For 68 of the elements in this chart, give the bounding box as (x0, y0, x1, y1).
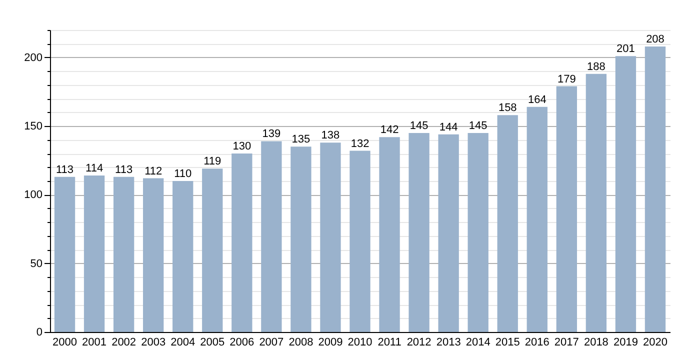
x-tick-label: 2015 (495, 336, 520, 348)
y-tick-label: 100 (24, 189, 42, 202)
bar (586, 74, 607, 332)
bar (350, 150, 370, 332)
x-tick-label: 2009 (318, 336, 343, 348)
data-label: 142 (380, 124, 399, 136)
bar (408, 132, 430, 332)
x-tick-label: 2019 (613, 336, 638, 348)
x-tick-label: 2016 (524, 336, 550, 348)
y-tick-label: 150 (24, 120, 42, 133)
data-label: 179 (557, 73, 576, 86)
data-label: 114 (86, 162, 104, 175)
x-tick-label: 2006 (230, 336, 254, 348)
x-tick-label: 2003 (141, 336, 166, 348)
x-tick-label: 2007 (259, 336, 284, 348)
x-tick-label: 2005 (200, 336, 225, 348)
data-label: 145 (468, 120, 488, 132)
bar (113, 176, 134, 332)
bar (232, 154, 252, 332)
data-label: 208 (646, 33, 664, 46)
x-tick-label: 2001 (82, 336, 107, 348)
x-tick-label: 2011 (378, 336, 402, 348)
x-tick-label: 2014 (466, 336, 490, 348)
bar (497, 115, 518, 332)
bar (202, 168, 223, 332)
data-label: 130 (232, 140, 252, 153)
data-label: 110 (174, 168, 192, 180)
bar (526, 106, 548, 332)
data-label: 188 (587, 60, 606, 73)
data-label: 113 (115, 164, 133, 176)
data-label: 138 (321, 130, 340, 142)
data-label: 144 (439, 121, 458, 134)
bar (172, 181, 194, 332)
x-tick-label: 2020 (642, 336, 668, 348)
bar (615, 56, 636, 332)
x-tick-label: 2017 (554, 336, 579, 348)
data-label: 164 (528, 94, 546, 106)
data-label: 119 (204, 156, 222, 168)
y-tick-label: 0 (36, 326, 42, 338)
bar (143, 178, 164, 332)
bar (290, 146, 312, 332)
bar (261, 141, 282, 332)
data-label: 112 (144, 165, 162, 178)
bar (84, 176, 105, 332)
data-label: 135 (292, 134, 310, 146)
x-tick-label: 2018 (584, 336, 608, 348)
x-tick-label: 2013 (436, 336, 461, 348)
x-tick-label: 2000 (52, 336, 78, 348)
x-tick-label: 2010 (348, 336, 372, 348)
data-label: 132 (350, 138, 370, 150)
y-tick-label: 200 (24, 52, 42, 64)
bar (644, 46, 666, 332)
x-tick-label: 2004 (170, 336, 196, 348)
bar (379, 137, 400, 332)
bar (54, 176, 76, 332)
bar (556, 86, 577, 332)
data-label: 139 (262, 128, 281, 140)
data-label: 113 (56, 164, 74, 176)
bar (438, 134, 459, 332)
bar (320, 142, 341, 332)
x-tick-label: 2002 (112, 336, 136, 348)
data-label: 201 (616, 43, 635, 56)
y-tick-label: 50 (30, 258, 42, 270)
data-label: 158 (498, 102, 517, 114)
data-label: 145 (410, 120, 428, 132)
x-tick-label: 2012 (406, 336, 432, 348)
bar (468, 132, 488, 332)
x-tick-label: 2008 (288, 336, 314, 348)
